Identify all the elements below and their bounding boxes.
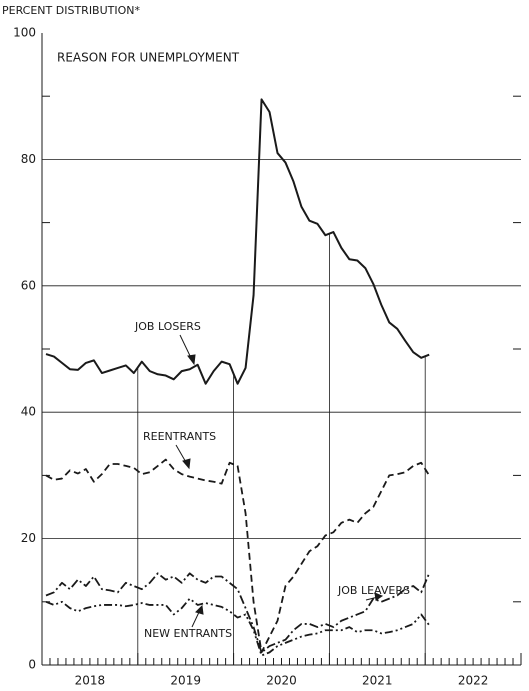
chart-title: REASON FOR UNEMPLOYMENT — [57, 51, 240, 65]
x-tick-label: 2021 — [362, 674, 393, 688]
y-axis-title: PERCENT DISTRIBUTION* — [2, 4, 141, 17]
y-tick-label: 60 — [21, 278, 36, 292]
y-tick-label: 40 — [21, 405, 36, 419]
y-tick-label: 100 — [13, 26, 36, 40]
annotation: JOB LOSERS — [134, 320, 201, 333]
annotation: JOB LEAVERS — [337, 584, 410, 597]
y-tick-label: 0 — [28, 658, 36, 672]
arrows — [175, 334, 384, 628]
y-tick-label: 20 — [21, 531, 36, 545]
annotation: REENTRANTS — [143, 430, 216, 443]
x-tick-label: 2019 — [170, 674, 201, 688]
series-line — [45, 597, 430, 657]
x-tick-label: 2018 — [75, 674, 106, 688]
series-line — [45, 458, 430, 654]
series-line — [45, 98, 430, 385]
x-tick-label: 2022 — [458, 674, 489, 688]
x-tick-label: 2020 — [266, 674, 297, 688]
annotation: NEW ENTRANTS — [144, 627, 232, 640]
y-tick-label: 80 — [21, 152, 36, 166]
series-line — [45, 572, 431, 654]
